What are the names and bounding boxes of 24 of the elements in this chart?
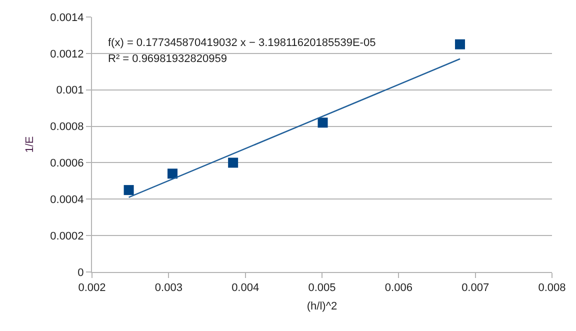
y-tick-label: 0.0014 bbox=[50, 12, 84, 24]
y-tick-label: 0.0012 bbox=[50, 48, 84, 60]
x-tick-label: 0.003 bbox=[154, 282, 182, 294]
y-tick-label: 0.0002 bbox=[50, 230, 84, 242]
y-axis-title: 1/E bbox=[24, 136, 36, 153]
point bbox=[168, 168, 178, 179]
y-tick-label: 0.0004 bbox=[50, 194, 84, 206]
x-tick-label: 0.007 bbox=[462, 282, 490, 294]
x-axis-title: (h/l)^2 bbox=[306, 300, 338, 312]
x-tick-label: 0.006 bbox=[384, 282, 412, 294]
annotation: f(x) = 0.177345870419032 x − 3.19811620185539E-05 bbox=[108, 37, 376, 49]
y-tick-label: 0.0006 bbox=[50, 158, 84, 170]
point bbox=[228, 158, 238, 168]
y-tick-label: 0 bbox=[78, 266, 84, 279]
x-tick-label: 0.002 bbox=[78, 282, 106, 294]
point bbox=[455, 39, 465, 50]
x-tick-label: 0.008 bbox=[538, 282, 566, 294]
y-tick-label: 0.0008 bbox=[50, 121, 84, 134]
point bbox=[318, 118, 328, 128]
y-tick-label: 0.001 bbox=[56, 84, 84, 97]
x-tick-label: 0.005 bbox=[308, 282, 336, 294]
x-tick-label: 0.004 bbox=[232, 282, 260, 294]
point bbox=[124, 185, 134, 196]
annotation: R² = 0.96981932820959 bbox=[108, 53, 227, 65]
